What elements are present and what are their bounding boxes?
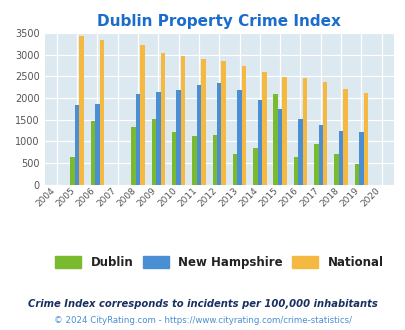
Text: Crime Index corresponds to incidents per 100,000 inhabitants: Crime Index corresponds to incidents per… [28,299,377,309]
Bar [160,52,164,185]
Bar [277,109,282,185]
Bar [172,132,176,185]
Bar [151,119,156,185]
Text: © 2024 CityRating.com - https://www.cityrating.com/crime-statistics/: © 2024 CityRating.com - https://www.city… [54,316,351,325]
Bar [237,90,241,185]
Bar [358,132,363,185]
Bar [313,144,318,185]
Bar [216,83,221,185]
Bar [70,157,75,185]
Bar [282,77,286,185]
Bar [131,127,135,185]
Bar [257,100,262,185]
Bar [91,121,95,185]
Bar [241,66,245,185]
Bar [196,85,201,185]
Bar [200,59,205,185]
Bar [338,131,343,185]
Bar [212,135,216,185]
Bar [79,37,83,185]
Bar [75,105,79,185]
Bar [221,61,225,185]
Bar [181,56,185,185]
Bar [342,89,347,185]
Bar [156,91,160,185]
Bar [354,164,358,185]
Bar [302,78,307,185]
Bar [333,153,338,185]
Bar [298,119,302,185]
Bar [363,93,367,185]
Bar [262,73,266,185]
Bar [318,125,322,185]
Bar [140,45,144,185]
Bar [232,154,237,185]
Title: Dublin Property Crime Index: Dublin Property Crime Index [97,14,340,29]
Bar [95,104,100,185]
Bar [100,40,104,185]
Bar [273,94,277,185]
Bar [135,94,140,185]
Bar [252,148,257,185]
Bar [293,157,297,185]
Bar [192,136,196,185]
Bar [176,90,181,185]
Legend: Dublin, New Hampshire, National: Dublin, New Hampshire, National [50,251,387,274]
Bar [322,82,326,185]
